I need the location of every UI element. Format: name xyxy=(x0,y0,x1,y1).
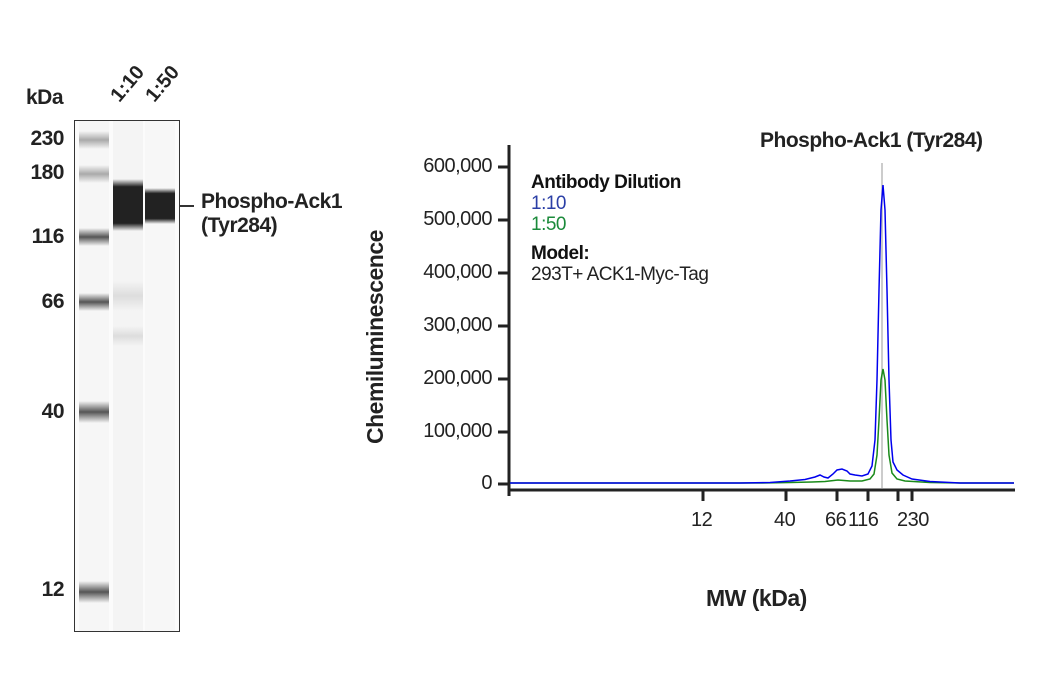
band-annotation-line2: (Tyr284) xyxy=(201,214,278,237)
legend-title: Antibody Dilution xyxy=(531,172,681,193)
y-tick-label: 600,000 xyxy=(423,155,492,177)
mw-marker-label-12: 12 xyxy=(41,578,65,601)
model-title: Model: xyxy=(531,243,590,264)
y-tick-label: 100,000 xyxy=(423,420,492,442)
legend: Antibody Dilution 1:10 1:50 Model: 293T+… xyxy=(531,172,709,285)
kda-unit-label: kDa xyxy=(26,86,64,109)
y-tick-label: 200,000 xyxy=(423,367,492,389)
series-1-50-line xyxy=(510,368,1014,484)
mw-marker-label-230: 230 xyxy=(30,127,64,150)
band-annotation: Phospho-Ack1 (Tyr284) xyxy=(201,190,343,238)
legend-item-1-50: 1:50 xyxy=(531,214,566,235)
y-tick-label: 500,000 xyxy=(423,208,492,230)
y-axis-ticks xyxy=(498,165,509,486)
y-tick-label: 400,000 xyxy=(423,261,492,283)
y-tick-label: 300,000 xyxy=(423,314,492,336)
model-value: 293T+ ACK1-Myc-Tag xyxy=(531,264,709,285)
x-tick-label: 230 xyxy=(897,509,929,531)
x-axis-ticks xyxy=(701,490,914,501)
x-tick-label: 116 xyxy=(848,509,879,531)
mw-marker-label-180: 180 xyxy=(30,161,64,184)
x-tick-label: 12 xyxy=(691,509,713,531)
x-tick-label: 66 xyxy=(825,509,847,531)
band-pointer-line xyxy=(180,205,194,207)
y-tick-label: 0 xyxy=(481,472,492,494)
mw-marker-label-116: 116 xyxy=(31,225,65,248)
series-1-10-line xyxy=(510,184,1014,484)
mw-marker-label-66: 66 xyxy=(41,290,65,313)
band-annotation-line1: Phospho-Ack1 xyxy=(201,190,343,213)
chart-title: Phospho-Ack1 (Tyr284) xyxy=(760,129,983,152)
blot-bands xyxy=(79,121,175,631)
x-tick-label: 40 xyxy=(774,509,796,531)
blot-image xyxy=(74,120,180,632)
x-axis-label: MW (kDa) xyxy=(706,585,807,611)
legend-item-1-10: 1:10 xyxy=(531,193,566,214)
mw-marker-label-40: 40 xyxy=(41,400,65,423)
